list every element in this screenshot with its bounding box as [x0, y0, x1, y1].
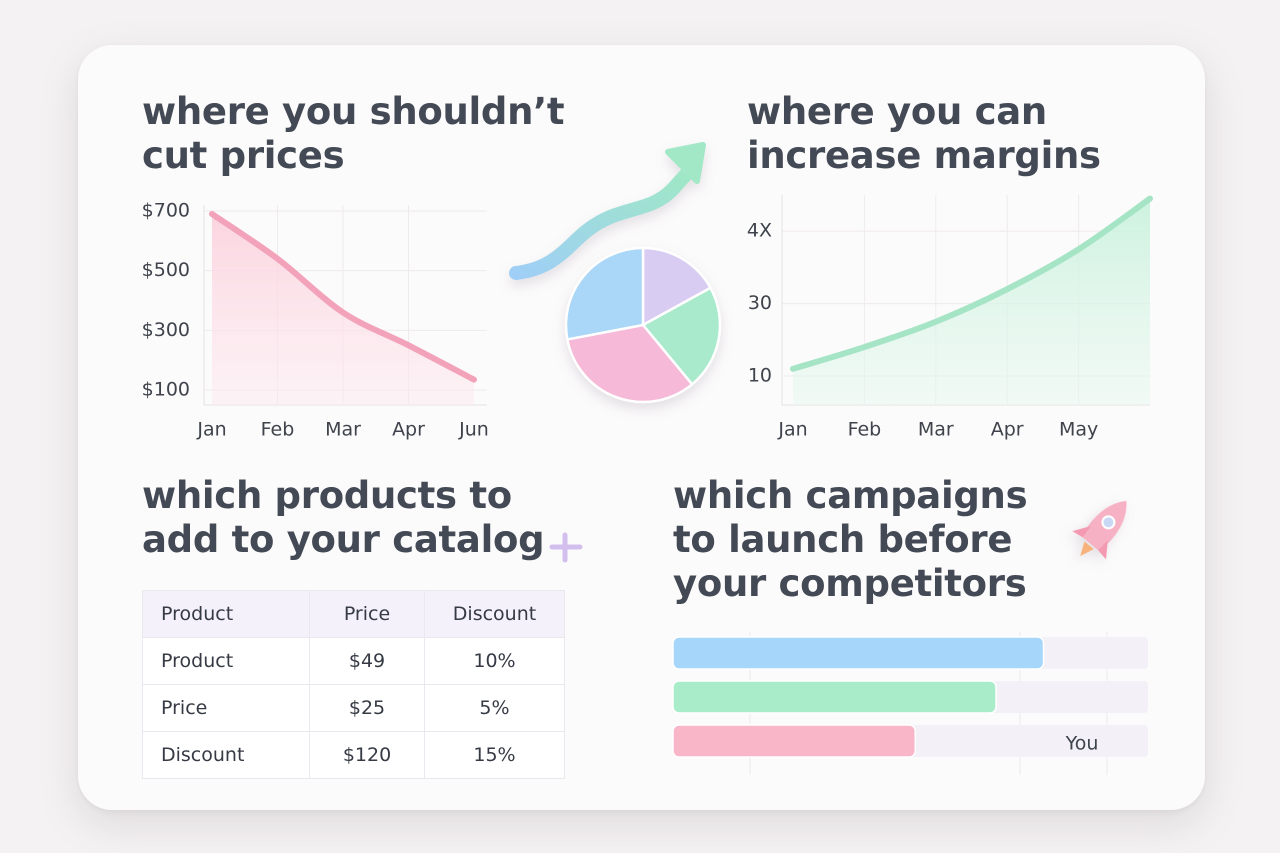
- rocket-icon: [1072, 500, 1127, 560]
- table-cell: 5%: [424, 684, 565, 732]
- x-tick-label: Jun: [458, 419, 489, 441]
- table-row: Discount $120 15%: [142, 731, 565, 779]
- table-cell: $120: [309, 731, 425, 779]
- table-cell: 10%: [424, 637, 565, 685]
- x-tick-label: Feb: [848, 419, 882, 441]
- table-cell: $25: [309, 684, 425, 732]
- heading: which campaigns to launch before your co…: [673, 474, 1028, 606]
- heading-line: where you can: [747, 90, 1047, 133]
- heading-line: increase margins: [747, 134, 1101, 177]
- y-tick-label: 4X: [747, 220, 772, 242]
- table-cell: 15%: [424, 731, 565, 779]
- y-tick-label: $500: [142, 259, 190, 281]
- x-tick-label: Feb: [261, 419, 295, 441]
- y-tick-label: 30: [748, 292, 772, 314]
- x-tick-label: Apr: [392, 419, 425, 441]
- heading: which products to add to your catalog: [142, 474, 545, 562]
- pie-slice: [641, 246, 712, 327]
- table-header-cell: Price: [309, 590, 425, 638]
- product-table: Product Price Discount Product $49 10% Price $…: [142, 590, 565, 779]
- bar: [672, 724, 916, 758]
- table-header: Product Price Discount: [142, 590, 565, 638]
- bar: [672, 636, 1045, 670]
- table-row: Product $49 10%: [142, 637, 565, 685]
- x-tick-label: Mar: [918, 419, 954, 441]
- heading-line: which products to: [142, 474, 512, 517]
- heading: where you shouldn’t cut prices: [142, 90, 565, 178]
- heading-line: add to your catalog: [142, 518, 545, 561]
- table-header-cell: Product: [142, 590, 310, 638]
- table-cell: $49: [309, 637, 425, 685]
- x-tick-label: Jan: [196, 419, 226, 441]
- y-tick-label: $100: [142, 379, 190, 401]
- plus-icon: [549, 532, 583, 563]
- pie-slice: [564, 246, 645, 341]
- pie-slice: [566, 323, 694, 404]
- table-cell: Price: [142, 684, 310, 732]
- bar-annotation: You: [1065, 733, 1099, 755]
- heading-line: to launch before: [673, 518, 1013, 561]
- line: [790, 195, 1153, 372]
- table-header-cell: Discount: [424, 590, 565, 638]
- heading-line: which campaigns: [673, 474, 1028, 517]
- y-tick-label: $300: [142, 319, 190, 341]
- line: [209, 210, 477, 383]
- heading: where you can increase margins: [747, 90, 1101, 178]
- line-area: [793, 198, 1150, 405]
- x-tick-label: Apr: [991, 419, 1024, 441]
- table-cell: Product: [142, 637, 310, 685]
- pie-slice: [641, 286, 722, 386]
- bar: [672, 680, 997, 714]
- x-tick-label: Jan: [777, 419, 807, 441]
- x-tick-label: May: [1059, 419, 1098, 441]
- y-tick-label: 10: [748, 365, 772, 387]
- heading-line: your competitors: [673, 562, 1027, 605]
- x-tick-label: Mar: [325, 419, 361, 441]
- heading-line: cut prices: [142, 134, 345, 177]
- table-cell: Discount: [142, 731, 310, 779]
- y-tick-label: $700: [142, 199, 190, 221]
- trend-arrow: [509, 142, 706, 280]
- pie: [564, 246, 722, 404]
- table-row: Price $25 5%: [142, 684, 565, 732]
- heading-line: where you shouldn’t: [142, 90, 565, 133]
